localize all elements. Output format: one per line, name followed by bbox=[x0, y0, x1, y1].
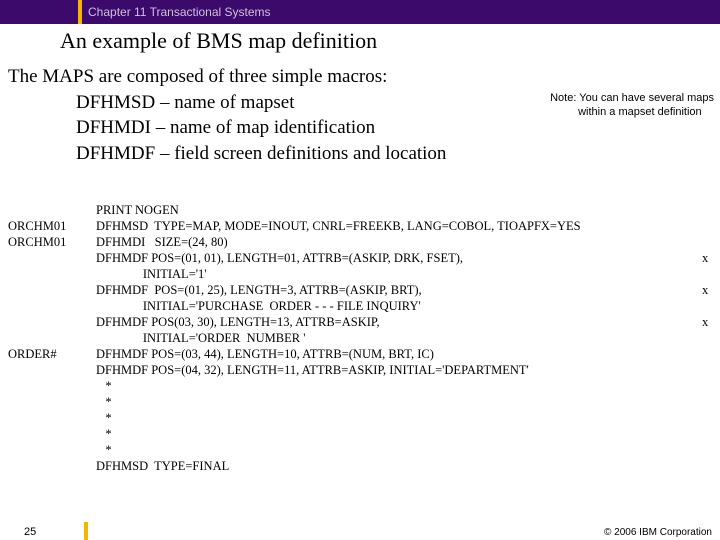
code-continuation-x bbox=[702, 298, 720, 314]
code-label bbox=[0, 250, 96, 266]
code-text: DFHMSD TYPE=FINAL bbox=[96, 458, 702, 474]
code-label: ORCHM01 bbox=[0, 218, 96, 234]
code-label bbox=[0, 442, 96, 458]
code-continuation-x bbox=[702, 410, 720, 426]
code-block: PRINT NOGENORCHM01DFHMSD TYPE=MAP, MODE=… bbox=[0, 202, 720, 474]
code-row: DFHMSD TYPE=FINAL bbox=[0, 458, 720, 474]
code-row: PRINT NOGEN bbox=[0, 202, 720, 218]
code-row: * bbox=[0, 410, 720, 426]
footer-copyright: © 2006 IBM Corporation bbox=[604, 527, 712, 538]
code-label bbox=[0, 394, 96, 410]
code-row: DFHMDF POS=(01, 25), LENGTH=3, ATTRB=(AS… bbox=[0, 282, 720, 298]
code-row: ORDER#DFHMDF POS=(03, 44), LENGTH=10, AT… bbox=[0, 346, 720, 362]
code-continuation-x bbox=[702, 394, 720, 410]
code-row: ORCHM01DFHMSD TYPE=MAP, MODE=INOUT, CNRL… bbox=[0, 218, 720, 234]
code-text: * bbox=[96, 394, 702, 410]
intro-lead: The MAPS are composed of three simple ma… bbox=[8, 64, 446, 90]
code-continuation-x bbox=[702, 330, 720, 346]
code-text: DFHMSD TYPE=MAP, MODE=INOUT, CNRL=FREEKB… bbox=[96, 218, 702, 234]
code-continuation-x bbox=[702, 202, 720, 218]
intro-line-0: DFHMSD – name of mapset bbox=[76, 90, 446, 116]
code-label bbox=[0, 314, 96, 330]
code-text: * bbox=[96, 378, 702, 394]
code-row: * bbox=[0, 394, 720, 410]
code-continuation-x bbox=[702, 234, 720, 250]
slide-title: An example of BMS map definition bbox=[60, 28, 377, 54]
code-text: DFHMDF POS=(03, 44), LENGTH=10, ATTRB=(N… bbox=[96, 346, 702, 362]
code-text: INITIAL='ORDER NUMBER ' bbox=[96, 330, 702, 346]
code-label bbox=[0, 282, 96, 298]
code-continuation-x bbox=[702, 218, 720, 234]
code-row: ORCHM01DFHMDI SIZE=(24, 80) bbox=[0, 234, 720, 250]
code-text: DFHMDF POS(03, 30), LENGTH=13, ATTRB=ASK… bbox=[96, 314, 702, 330]
note-line-1: Note: You can have several maps bbox=[550, 92, 714, 106]
code-label bbox=[0, 410, 96, 426]
code-row: INITIAL='1' bbox=[0, 266, 720, 282]
footer-accent bbox=[84, 522, 88, 540]
code-label: ORDER# bbox=[0, 346, 96, 362]
footer-page-number: 25 bbox=[24, 526, 36, 538]
header-chapter: Chapter 11 Transactional Systems bbox=[88, 5, 271, 19]
code-row: INITIAL='ORDER NUMBER ' bbox=[0, 330, 720, 346]
code-text: * bbox=[96, 410, 702, 426]
intro-line-1: DFHMDI – name of map identification bbox=[76, 115, 446, 141]
code-text: * bbox=[96, 426, 702, 442]
code-continuation-x bbox=[702, 362, 720, 378]
code-row: * bbox=[0, 378, 720, 394]
code-continuation-x bbox=[702, 442, 720, 458]
code-text: INITIAL='PURCHASE ORDER - - - FILE INQUI… bbox=[96, 298, 702, 314]
code-row: DFHMDF POS=(01, 01), LENGTH=01, ATTRB=(A… bbox=[0, 250, 720, 266]
code-label bbox=[0, 266, 96, 282]
code-text: DFHMDF POS=(01, 01), LENGTH=01, ATTRB=(A… bbox=[96, 250, 702, 266]
code-continuation-x: x bbox=[702, 282, 720, 298]
code-text: INITIAL='1' bbox=[96, 266, 702, 282]
code-continuation-x bbox=[702, 458, 720, 474]
intro-block: The MAPS are composed of three simple ma… bbox=[8, 64, 446, 167]
code-label bbox=[0, 426, 96, 442]
code-label bbox=[0, 458, 96, 474]
code-continuation-x: x bbox=[702, 250, 720, 266]
header-bar: Chapter 11 Transactional Systems bbox=[0, 0, 720, 24]
code-label: ORCHM01 bbox=[0, 234, 96, 250]
code-label bbox=[0, 202, 96, 218]
code-text: * bbox=[96, 442, 702, 458]
code-label bbox=[0, 330, 96, 346]
code-continuation-x bbox=[702, 266, 720, 282]
code-continuation-x bbox=[702, 378, 720, 394]
intro-line-2: DFHMDF – field screen definitions and lo… bbox=[76, 141, 446, 167]
code-row: DFHMDF POS=(04, 32), LENGTH=11, ATTRB=AS… bbox=[0, 362, 720, 378]
code-row: INITIAL='PURCHASE ORDER - - - FILE INQUI… bbox=[0, 298, 720, 314]
note-line-2: within a mapset definition bbox=[550, 106, 714, 120]
note-box: Note: You can have several maps within a… bbox=[550, 92, 714, 120]
code-row: * bbox=[0, 426, 720, 442]
code-continuation-x: x bbox=[702, 314, 720, 330]
code-text: PRINT NOGEN bbox=[96, 202, 702, 218]
code-label bbox=[0, 298, 96, 314]
code-row: DFHMDF POS(03, 30), LENGTH=13, ATTRB=ASK… bbox=[0, 314, 720, 330]
code-text: DFHMDF POS=(01, 25), LENGTH=3, ATTRB=(AS… bbox=[96, 282, 702, 298]
code-row: * bbox=[0, 442, 720, 458]
header-accent bbox=[78, 0, 82, 24]
code-label bbox=[0, 378, 96, 394]
code-text: DFHMDF POS=(04, 32), LENGTH=11, ATTRB=AS… bbox=[96, 362, 702, 378]
code-label bbox=[0, 362, 96, 378]
code-text: DFHMDI SIZE=(24, 80) bbox=[96, 234, 702, 250]
code-continuation-x bbox=[702, 346, 720, 362]
code-continuation-x bbox=[702, 426, 720, 442]
